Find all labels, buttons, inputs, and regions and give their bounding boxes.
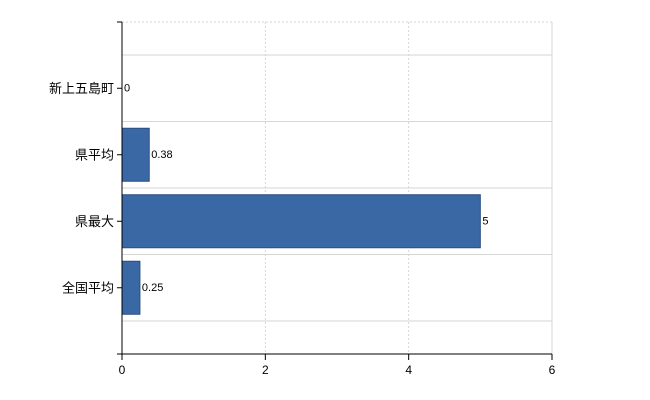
category-label-0: 新上五島町 [49, 81, 114, 96]
labels: 新上五島町 0 県平均 0.38 県最大 5 全国平均 0.25 0 2 4 6 [49, 81, 556, 377]
category-label-1: 県平均 [75, 147, 114, 162]
value-label-0: 0 [124, 82, 130, 94]
value-label-3: 0.25 [142, 282, 163, 294]
x-tick-label-0: 0 [119, 363, 126, 377]
bar-1 [121, 127, 150, 182]
grid [122, 21, 553, 354]
x-tick-label-1: 2 [262, 363, 269, 377]
axes [117, 21, 553, 360]
bar-2 [121, 194, 481, 249]
value-label-2: 5 [482, 215, 488, 227]
value-label-1: 0.38 [151, 149, 172, 161]
bar-3 [121, 260, 141, 315]
x-tick-label-2: 4 [405, 363, 412, 377]
bars [121, 127, 481, 315]
x-tick-label-3: 6 [549, 363, 556, 377]
category-label-3: 全国平均 [62, 280, 114, 295]
category-label-2: 県最大 [75, 214, 114, 229]
